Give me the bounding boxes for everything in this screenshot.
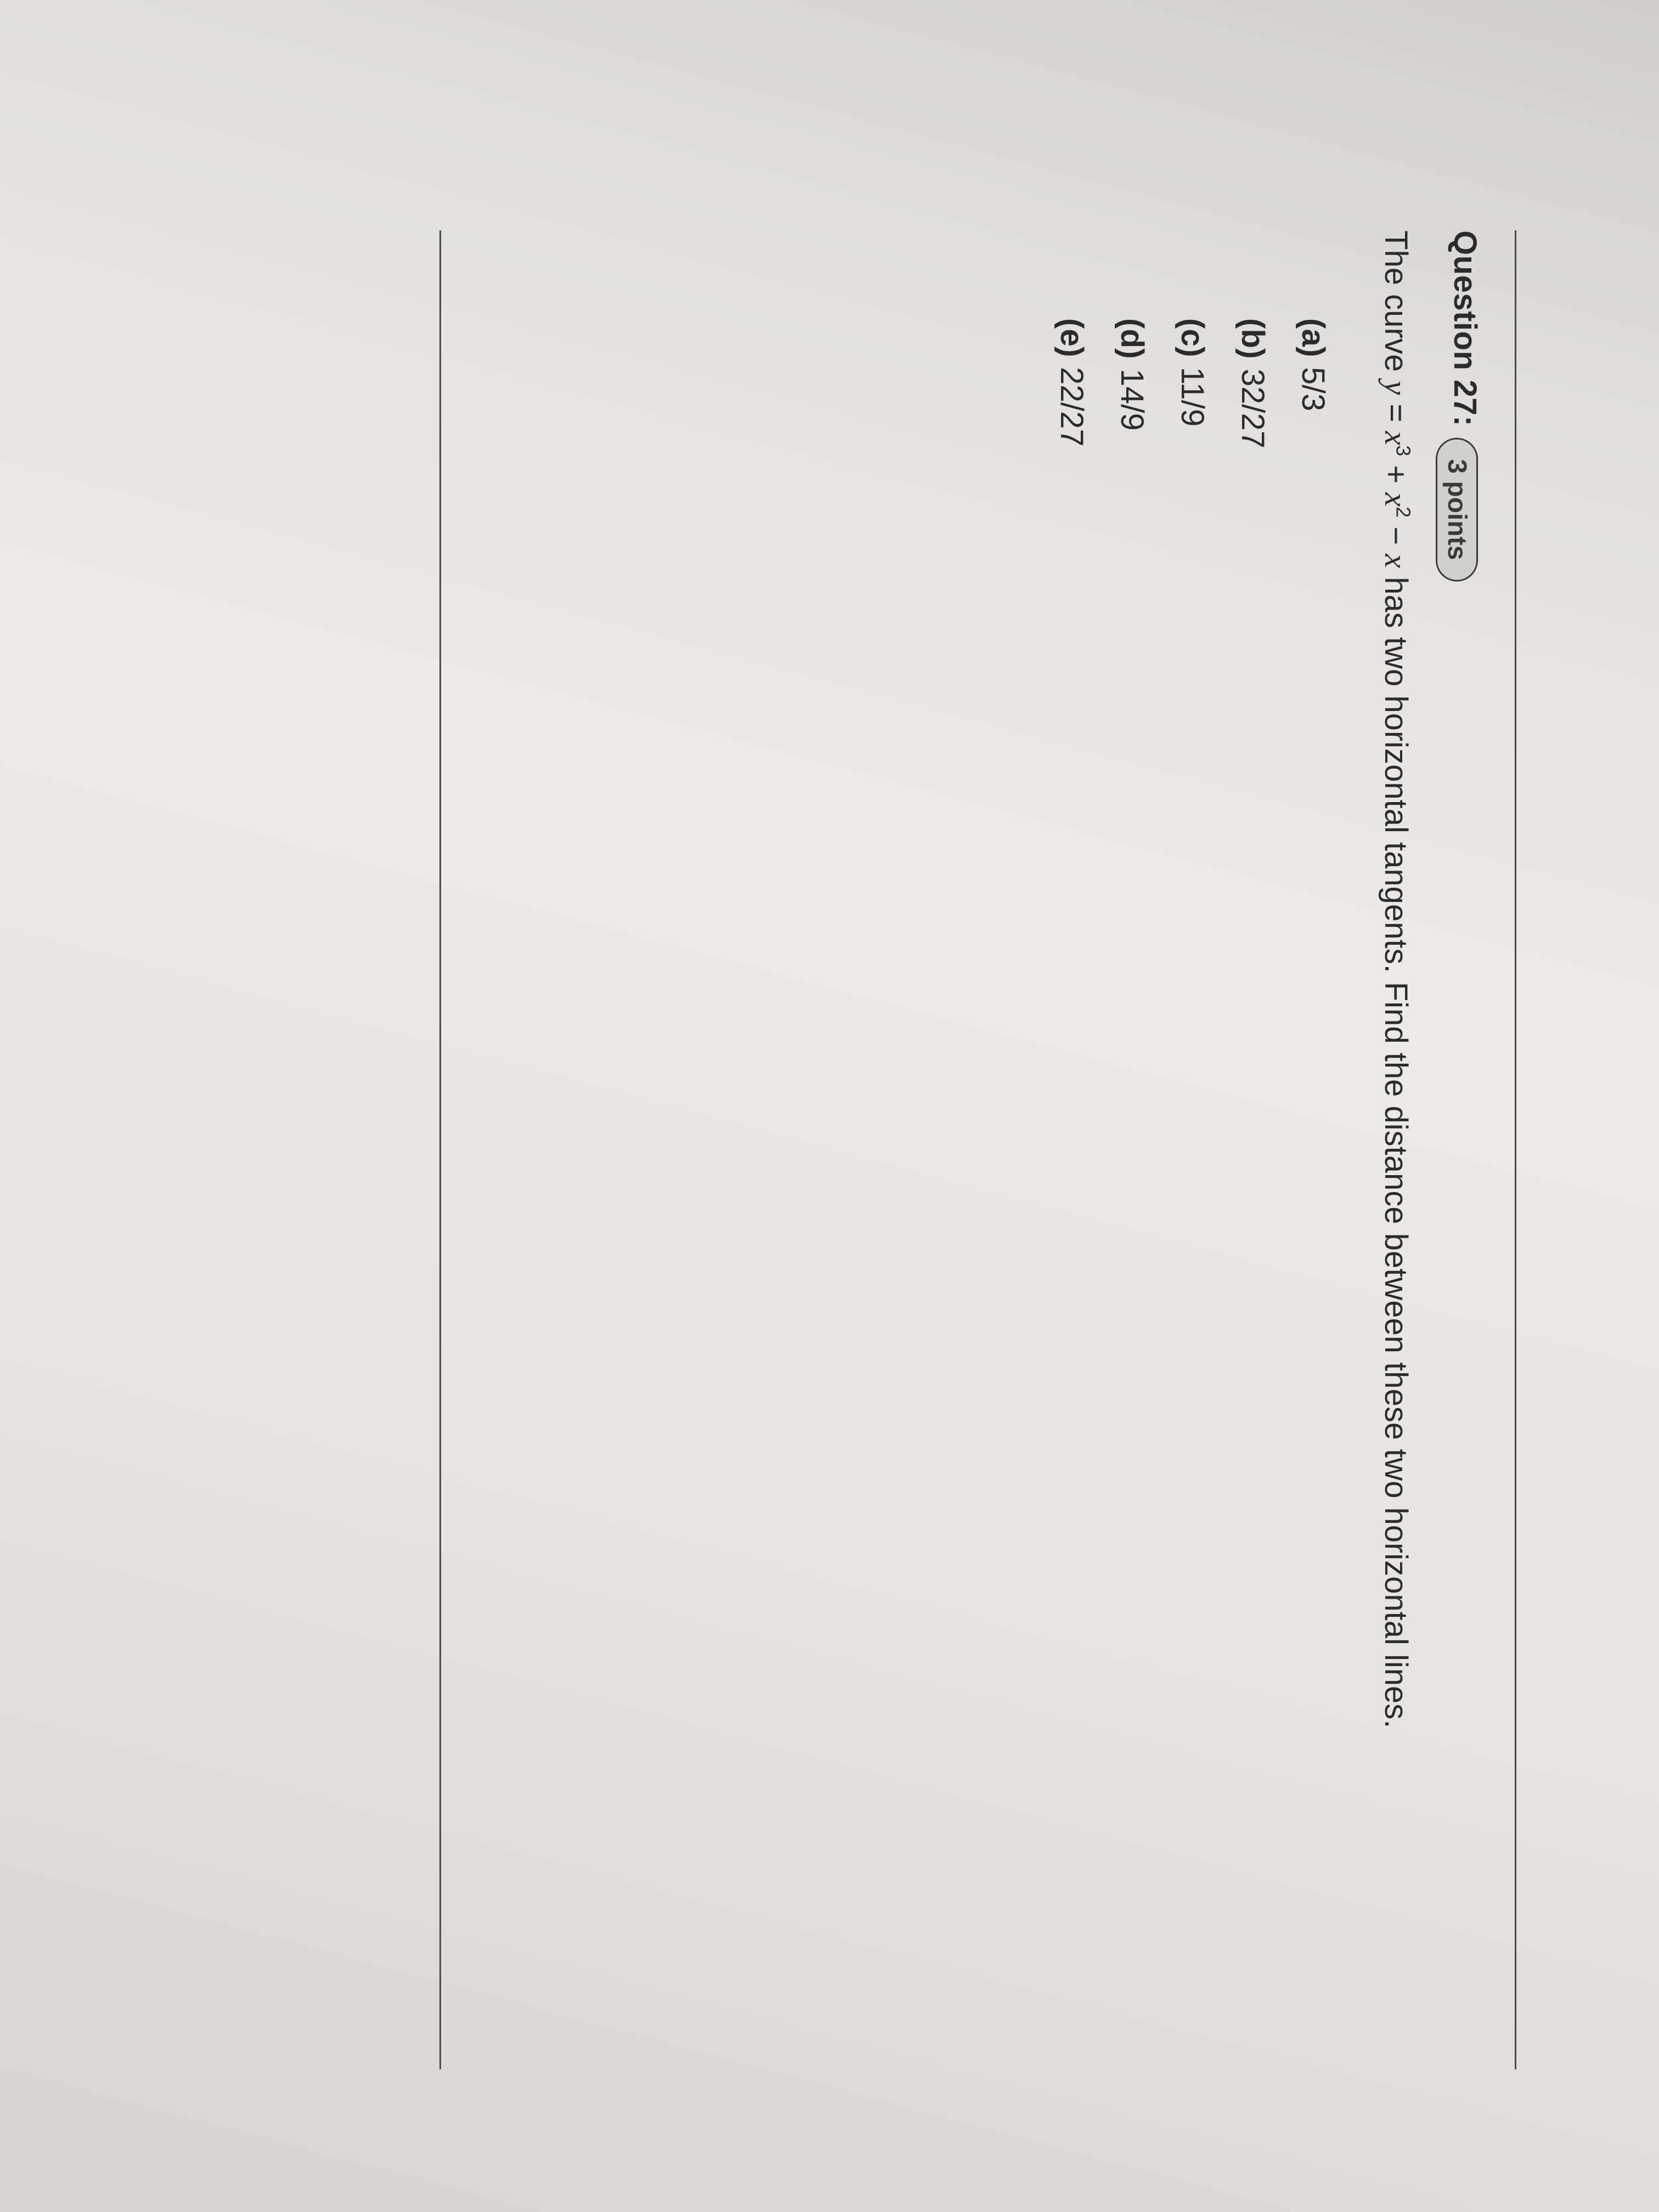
question-block: Question 27: 3 points The curve y = x3 +… — [1041, 230, 1484, 2069]
eq-p2: 2 — [1392, 506, 1414, 517]
rule-bottom — [439, 230, 441, 2069]
eq-x2: x — [1378, 493, 1414, 507]
option-value: 14/9 — [1114, 369, 1150, 431]
rule-top — [1515, 230, 1516, 2069]
option-label: (d) — [1114, 318, 1150, 359]
eq-x3: x — [1378, 554, 1414, 568]
eq-minus: − — [1378, 517, 1414, 554]
option-value: 5/3 — [1295, 367, 1331, 411]
option-value: 11/9 — [1175, 367, 1210, 427]
eq-p3: 3 — [1392, 445, 1414, 456]
stem-equation: y = x3 + x2 − x — [1378, 381, 1414, 577]
stem-prefix: The curve — [1378, 230, 1414, 381]
option-label: (e) — [1054, 318, 1090, 357]
option-a[interactable]: (a) 5/3 — [1283, 318, 1343, 2069]
option-value: 22/27 — [1054, 367, 1090, 447]
eq-plus: + — [1378, 456, 1414, 493]
stem-suffix: has two horizontal tangents. Find the di… — [1378, 577, 1414, 1728]
eq-y: y — [1378, 381, 1414, 395]
eq-equals: = — [1378, 395, 1414, 431]
option-d[interactable]: (d) 14/9 — [1102, 318, 1162, 2069]
question-stem: The curve y = x3 + x2 − x has two horizo… — [1374, 230, 1417, 2069]
paper-sheet: Question 27: 3 points The curve y = x3 +… — [0, 0, 1659, 2212]
option-value: 32/27 — [1235, 369, 1271, 448]
option-label: (b) — [1235, 318, 1271, 359]
eq-x1: x — [1378, 431, 1414, 445]
option-c[interactable]: (c) 11/9 — [1162, 318, 1222, 2069]
option-e[interactable]: (e) 22/27 — [1041, 318, 1102, 2069]
option-b[interactable]: (b) 32/27 — [1222, 318, 1283, 2069]
option-label: (c) — [1175, 318, 1210, 357]
options-list: (a) 5/3 (b) 32/27 (c) 11/9 (d) 14/9 (e) 22/27 — [1041, 318, 1344, 2069]
option-label: (a) — [1295, 318, 1331, 357]
question-number: Question 27: — [1447, 230, 1483, 426]
rotated-page: Question 27: 3 points The curve y = x3 +… — [0, 276, 1659, 1936]
points-badge: 3 points — [1436, 438, 1478, 582]
